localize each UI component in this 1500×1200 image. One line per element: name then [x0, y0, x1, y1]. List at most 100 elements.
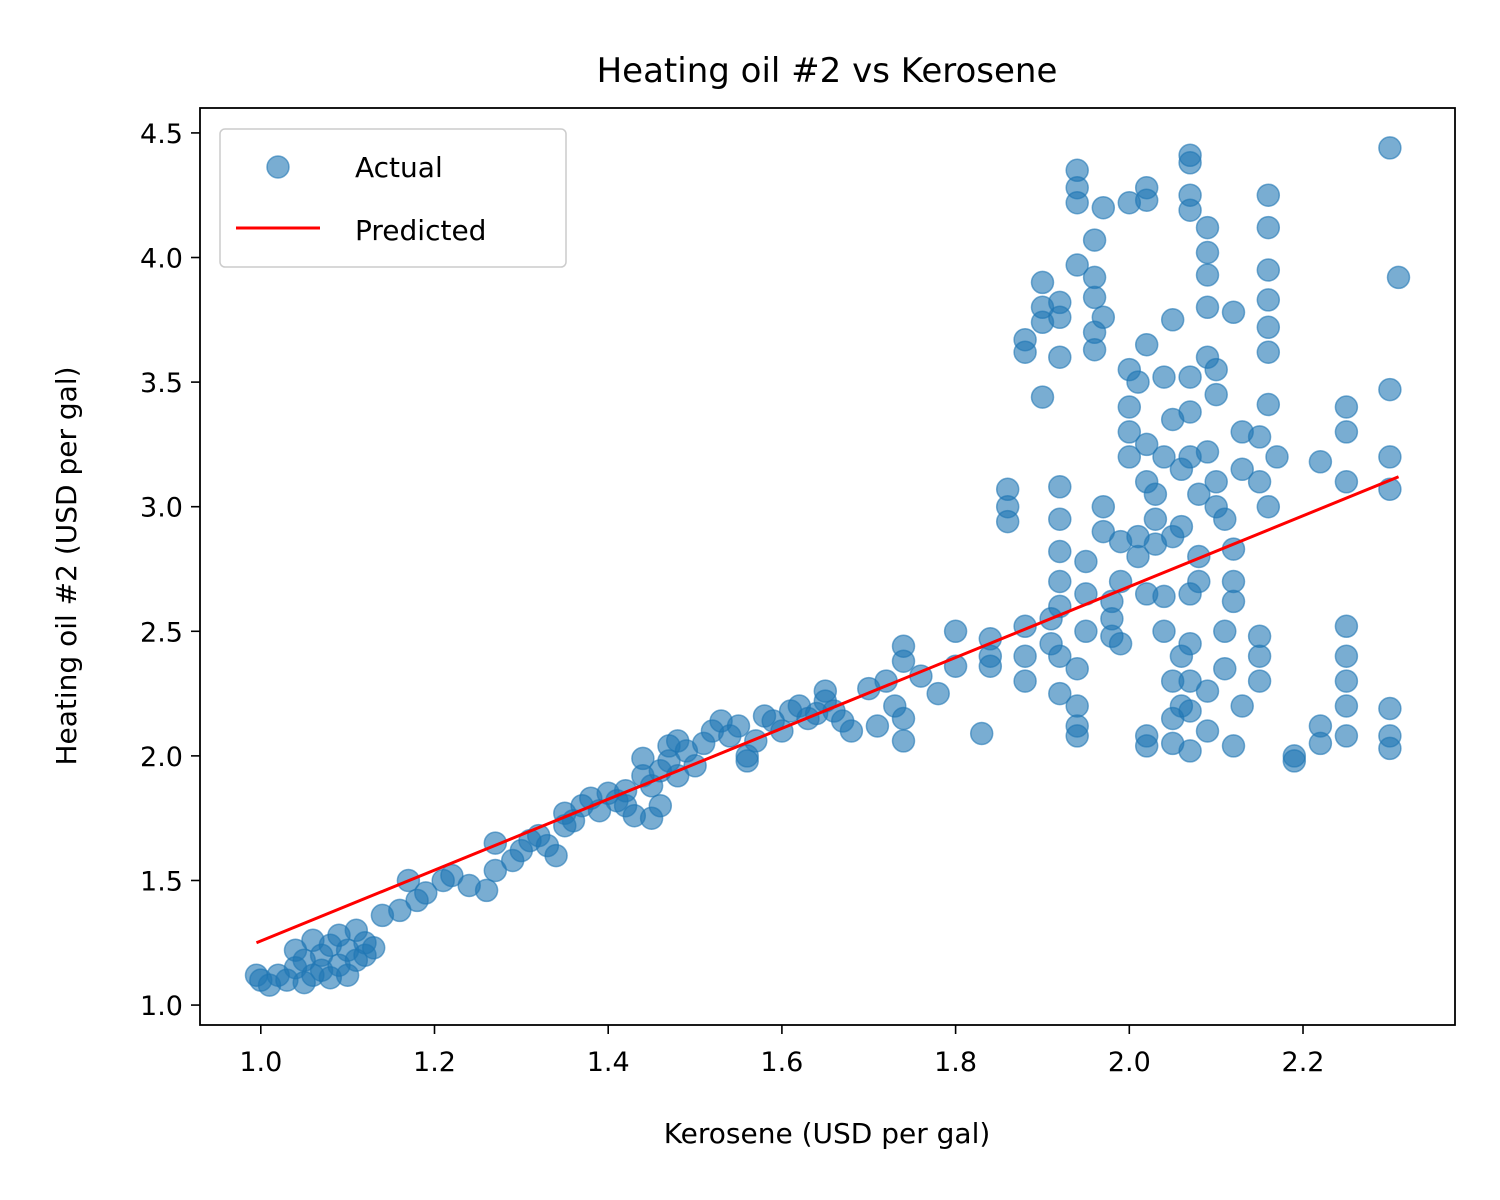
data-point [1247, 425, 1272, 449]
data-point [891, 706, 916, 731]
data-point [1082, 265, 1107, 290]
data-point [1160, 308, 1185, 332]
data-point [891, 634, 916, 658]
data-point [1074, 619, 1098, 644]
data-point [1265, 445, 1289, 469]
data-point [1221, 589, 1246, 614]
data-point [1213, 619, 1237, 644]
y-axis-label: Heating oil #2 (USD per gal) [50, 366, 83, 765]
x-tick-label: 1.8 [934, 1047, 977, 1078]
data-point [544, 843, 568, 868]
x-tick-label: 1.2 [413, 1047, 456, 1078]
data-point [1204, 470, 1228, 494]
y-tick-label: 3.5 [140, 368, 183, 399]
x-tick-label: 2.2 [1282, 1047, 1325, 1078]
data-point [1117, 395, 1142, 419]
data-point [648, 793, 673, 818]
data-point [361, 936, 386, 960]
data-point [483, 858, 508, 883]
data-point [1065, 694, 1089, 718]
y-tick-label: 4.0 [140, 244, 183, 275]
data-point [1152, 365, 1176, 389]
data-point [1378, 736, 1402, 761]
chart-title: Heating oil #2 vs Kerosene [597, 51, 1058, 91]
data-point [813, 679, 838, 703]
data-point [1048, 507, 1072, 531]
data-point [1048, 569, 1072, 594]
data-point [1152, 584, 1176, 609]
data-point [1134, 332, 1159, 357]
data-point [1256, 494, 1281, 519]
data-point [1065, 253, 1089, 277]
data-point [1143, 507, 1168, 531]
data-point [1256, 288, 1281, 312]
data-point [865, 714, 890, 738]
data-point [1048, 539, 1072, 564]
data-point [926, 681, 950, 706]
x-tick-label: 1.6 [760, 1047, 803, 1078]
data-point [1013, 669, 1037, 693]
data-point [1178, 699, 1202, 723]
plot-frame [199, 107, 1456, 1026]
data-point [1334, 470, 1359, 494]
x-axis-label: Kerosene (USD per gal) [664, 1117, 991, 1150]
data-point [1334, 614, 1359, 639]
y-tick-label: 2.0 [140, 742, 183, 773]
data-point [1378, 377, 1402, 402]
data-point [891, 729, 916, 753]
data-point [1134, 734, 1159, 758]
data-point [1030, 270, 1055, 295]
data-point [1091, 494, 1116, 519]
data-point [1334, 724, 1359, 748]
data-point [1013, 327, 1037, 352]
data-point [1065, 190, 1089, 215]
data-point [1013, 644, 1037, 668]
data-point [1334, 395, 1359, 419]
data-point [1195, 719, 1220, 743]
data-point [1334, 694, 1359, 718]
data-point [1117, 420, 1142, 444]
data-point [1256, 215, 1281, 240]
data-point [1074, 549, 1098, 574]
data-point [1213, 656, 1237, 681]
y-tick-label: 2.5 [140, 617, 183, 648]
data-point [388, 898, 412, 923]
data-point [1221, 300, 1246, 325]
data-point [414, 881, 438, 905]
data-point [1048, 681, 1072, 706]
data-point [969, 721, 994, 746]
y-tick-label: 1.5 [140, 866, 183, 897]
legend: Actual Predicted [219, 128, 567, 268]
data-point [1187, 482, 1211, 506]
x-tick-label: 1.0 [239, 1047, 282, 1078]
data-point [1204, 382, 1228, 407]
data-point [1065, 724, 1089, 748]
data-point [1282, 749, 1307, 773]
data-point [1108, 631, 1133, 656]
data-point [1143, 482, 1168, 506]
data-point [839, 719, 864, 743]
y-tick-label: 4.5 [140, 119, 183, 150]
x-tick-label: 1.4 [587, 1047, 630, 1078]
data-point [1082, 285, 1107, 310]
data-point [1378, 445, 1402, 469]
data-point [1178, 198, 1202, 222]
data-point [1178, 739, 1202, 763]
data-point [1256, 258, 1281, 282]
data-point [1048, 475, 1072, 499]
data-point [474, 878, 499, 903]
data-point [726, 714, 751, 738]
data-point [1334, 420, 1359, 444]
data-point [1178, 400, 1202, 424]
data-point [1082, 337, 1107, 362]
data-point [1048, 290, 1072, 315]
data-point [1221, 569, 1246, 594]
data-point [1178, 151, 1202, 175]
data-point [1334, 669, 1359, 693]
data-point [1178, 631, 1202, 656]
data-point [1334, 644, 1359, 668]
data-point [1178, 365, 1202, 389]
data-point [1256, 392, 1281, 417]
data-point [1117, 445, 1142, 469]
